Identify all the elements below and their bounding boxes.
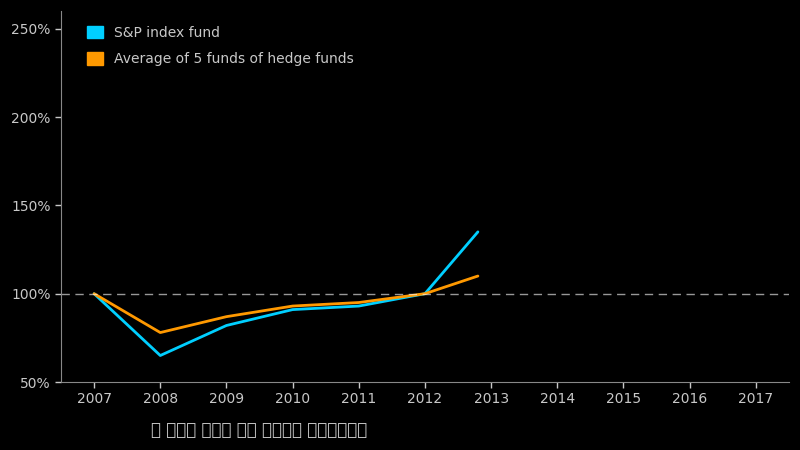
Legend: S&P index fund, Average of 5 funds of hedge funds: S&P index fund, Average of 5 funds of he… (82, 22, 358, 71)
Text: 그 이후로 격차는 점점 벌어지기 시작했습니다: 그 이후로 격차는 점점 벌어지기 시작했습니다 (151, 421, 368, 439)
